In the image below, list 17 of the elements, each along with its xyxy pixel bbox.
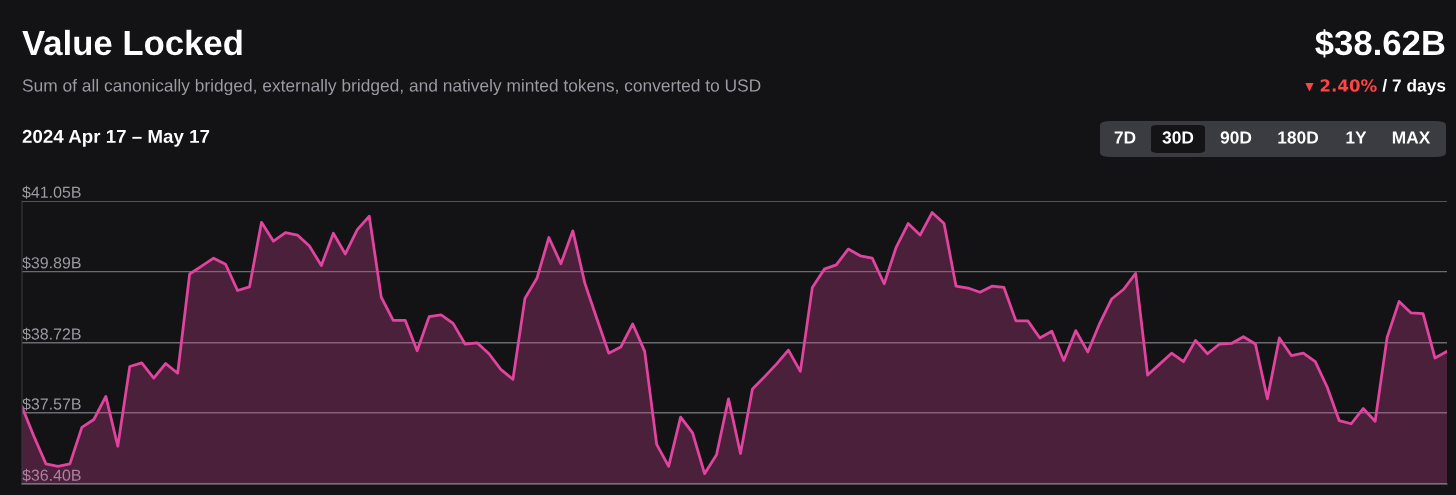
chart-subtitle: Sum of all canonically bridged, externally bridged, and natively minted tokens, converted to USD (22, 78, 761, 96)
chart-title: Value Locked (22, 29, 242, 56)
text: 90D (1220, 131, 1252, 144)
text: ▾ 2.40% (1305, 79, 1377, 92)
y-tick-label: $37.57B (22, 397, 81, 411)
text: 1Y (1346, 131, 1367, 144)
text: 2024 Apr 17 – May 17 (22, 129, 210, 147)
y-tick-label: $39.89B (22, 256, 81, 270)
text: 30D (1162, 131, 1194, 144)
text: $38.62B (1315, 29, 1445, 58)
y-tick-label: $38.72B (22, 327, 81, 341)
text: 180D (1278, 131, 1319, 144)
text: MAX (1392, 131, 1431, 144)
text: / 7 days (1382, 78, 1446, 96)
y-tick-label: $36.40B (22, 468, 81, 482)
text: 7D (1114, 131, 1136, 144)
y-tick-label: $41.05B (22, 185, 81, 199)
